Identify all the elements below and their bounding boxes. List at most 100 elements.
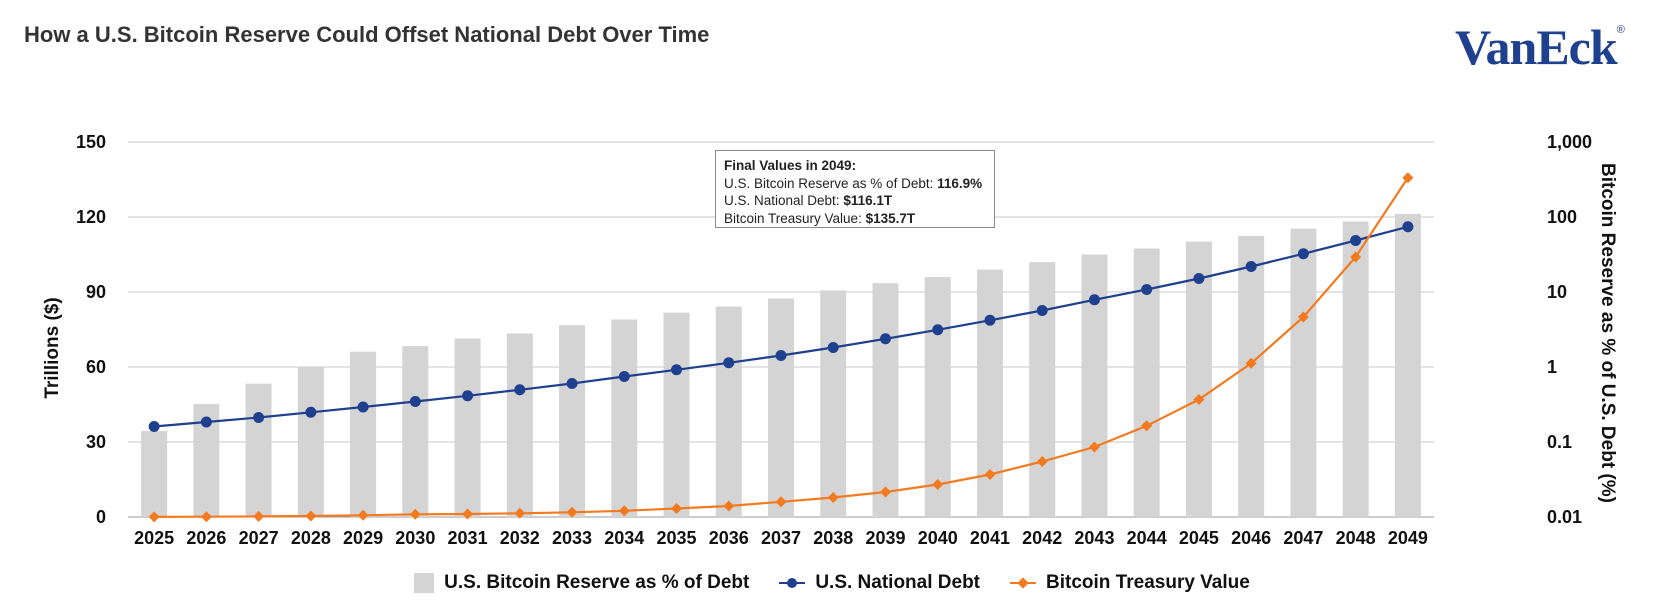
bar-2029 <box>350 351 377 517</box>
bar-2036 <box>715 306 742 517</box>
debt-point-2048 <box>1350 235 1362 246</box>
x-tick-label: 2048 <box>1336 528 1376 548</box>
btc-point-2025 <box>148 511 160 523</box>
debt-point-2029 <box>357 401 369 413</box>
x-tick-label: 2046 <box>1231 528 1271 548</box>
bar-2034 <box>611 319 638 517</box>
debt-point-2040 <box>932 324 944 336</box>
btc-point-2049 <box>1402 172 1414 184</box>
legend-item-debt[interactable]: U.S. National Debt <box>779 572 980 594</box>
debt-point-2046 <box>1245 261 1257 272</box>
y-tick-label: 90 <box>86 282 106 302</box>
debt-point-2043 <box>1088 294 1100 306</box>
y2-tick-label: 0.01 <box>1547 507 1582 527</box>
x-tick-label: 2031 <box>448 528 488 548</box>
btc-point-2030 <box>409 508 421 520</box>
y2-tick-label: 10 <box>1547 282 1567 302</box>
bar-2047 <box>1290 228 1317 517</box>
btc-point-2048 <box>1350 251 1362 263</box>
bar-2048 <box>1342 221 1369 517</box>
btc-point-2027 <box>253 510 265 522</box>
x-tick-label: 2028 <box>291 528 331 548</box>
x-tick-label: 2041 <box>970 528 1010 548</box>
legend-item-reserve[interactable]: U.S. Bitcoin Reserve as % of Debt <box>414 572 749 594</box>
debt-point-2036 <box>723 357 735 369</box>
btc-point-2026 <box>200 511 212 523</box>
bar-2025 <box>141 431 168 517</box>
btc-point-2031 <box>462 508 474 520</box>
debt-point-2044 <box>1141 284 1153 295</box>
btc-point-2032 <box>514 507 526 519</box>
y2-tick-label: 100 <box>1547 207 1577 227</box>
y2-tick-label: 1,000 <box>1547 132 1592 152</box>
bar-2043 <box>1081 254 1108 517</box>
y-tick-label: 60 <box>86 357 106 377</box>
debt-point-2049 <box>1402 221 1414 233</box>
debt-point-2041 <box>984 314 996 326</box>
x-tick-label: 2026 <box>186 528 226 548</box>
logo-text: VanEck <box>1455 19 1618 75</box>
btc-point-2045 <box>1193 394 1205 405</box>
debt-point-2030 <box>409 396 421 407</box>
debt-point-2037 <box>775 350 787 361</box>
debt-point-2038 <box>827 342 839 353</box>
x-tick-label: 2032 <box>500 528 540 548</box>
bar-2035 <box>663 312 690 517</box>
y2-axis-title: Bitcoin Reserve as % of U.S. Debt (%) <box>1597 163 1618 503</box>
axes: 0 30 60 90 120 150 0.01 0.1 1 10 100 1,000 2025 2026 2… <box>76 132 1592 548</box>
debt-point-2039 <box>879 333 891 345</box>
bar-2033 <box>559 325 586 517</box>
debt-point-2045 <box>1193 273 1205 284</box>
callout-title: Final Values in 2049: <box>724 158 857 173</box>
legend-swatch-debt-line <box>779 573 806 593</box>
y-tick-label: 150 <box>76 132 106 152</box>
debt-point-2042 <box>1036 305 1048 316</box>
x-tick-label: 2030 <box>395 528 435 548</box>
bar-2040 <box>924 277 951 517</box>
vaneck-logo: VanEck® <box>1455 18 1625 76</box>
bar-2032 <box>506 333 533 517</box>
debt-point-2027 <box>253 412 265 423</box>
btc-point-2042 <box>1036 456 1048 467</box>
y2-tick-label: 1 <box>1547 357 1557 377</box>
callout-line-btc: Bitcoin Treasury Value: $135.7T <box>724 210 916 226</box>
debt-point-2047 <box>1297 248 1309 260</box>
legend-label: Bitcoin Treasury Value <box>1046 572 1250 593</box>
btc-point-2046 <box>1245 357 1257 369</box>
legend-label: U.S. National Debt <box>815 572 981 593</box>
bar-2039 <box>872 283 899 517</box>
legend-swatch-btc-line <box>1010 573 1037 593</box>
btc-point-2036 <box>723 500 735 512</box>
x-tick-label: 2036 <box>709 528 749 548</box>
x-tick-label: 2033 <box>552 528 592 548</box>
btc-point-2029 <box>357 509 369 521</box>
bar-2037 <box>768 298 794 517</box>
btc-point-2028 <box>305 510 317 522</box>
x-tick-label: 2042 <box>1022 528 1062 548</box>
chart-title: How a U.S. Bitcoin Reserve Could Offset … <box>24 22 710 47</box>
y-tick-label: 30 <box>86 432 106 452</box>
legend-item-btc[interactable]: Bitcoin Treasury Value <box>1010 572 1250 594</box>
btc-point-2035 <box>671 503 683 514</box>
debt-point-2028 <box>305 406 317 418</box>
bar-2045 <box>1185 241 1212 518</box>
y-tick-label: 0 <box>96 507 106 527</box>
x-tick-label: 2035 <box>656 528 696 548</box>
debt-point-2026 <box>200 416 212 428</box>
btc-point-2044 <box>1141 420 1153 432</box>
legend-label: U.S. Bitcoin Reserve as % of Debt <box>444 572 750 593</box>
btc-point-2034 <box>618 505 630 517</box>
debt-point-2032 <box>514 384 526 396</box>
bar-2028 <box>297 367 324 517</box>
bar-2030 <box>402 346 429 517</box>
x-tick-label: 2025 <box>134 528 174 548</box>
bar-2042 <box>1029 262 1056 517</box>
x-tick-label: 2027 <box>239 528 279 548</box>
x-tick-label: 2043 <box>1074 528 1114 548</box>
bar-2038 <box>820 290 847 517</box>
x-tick-label: 2038 <box>813 528 853 548</box>
btc-point-2047 <box>1297 311 1309 323</box>
btc-point-2039 <box>879 486 891 498</box>
debt-point-2025 <box>148 421 160 432</box>
debt-point-2033 <box>566 378 578 389</box>
